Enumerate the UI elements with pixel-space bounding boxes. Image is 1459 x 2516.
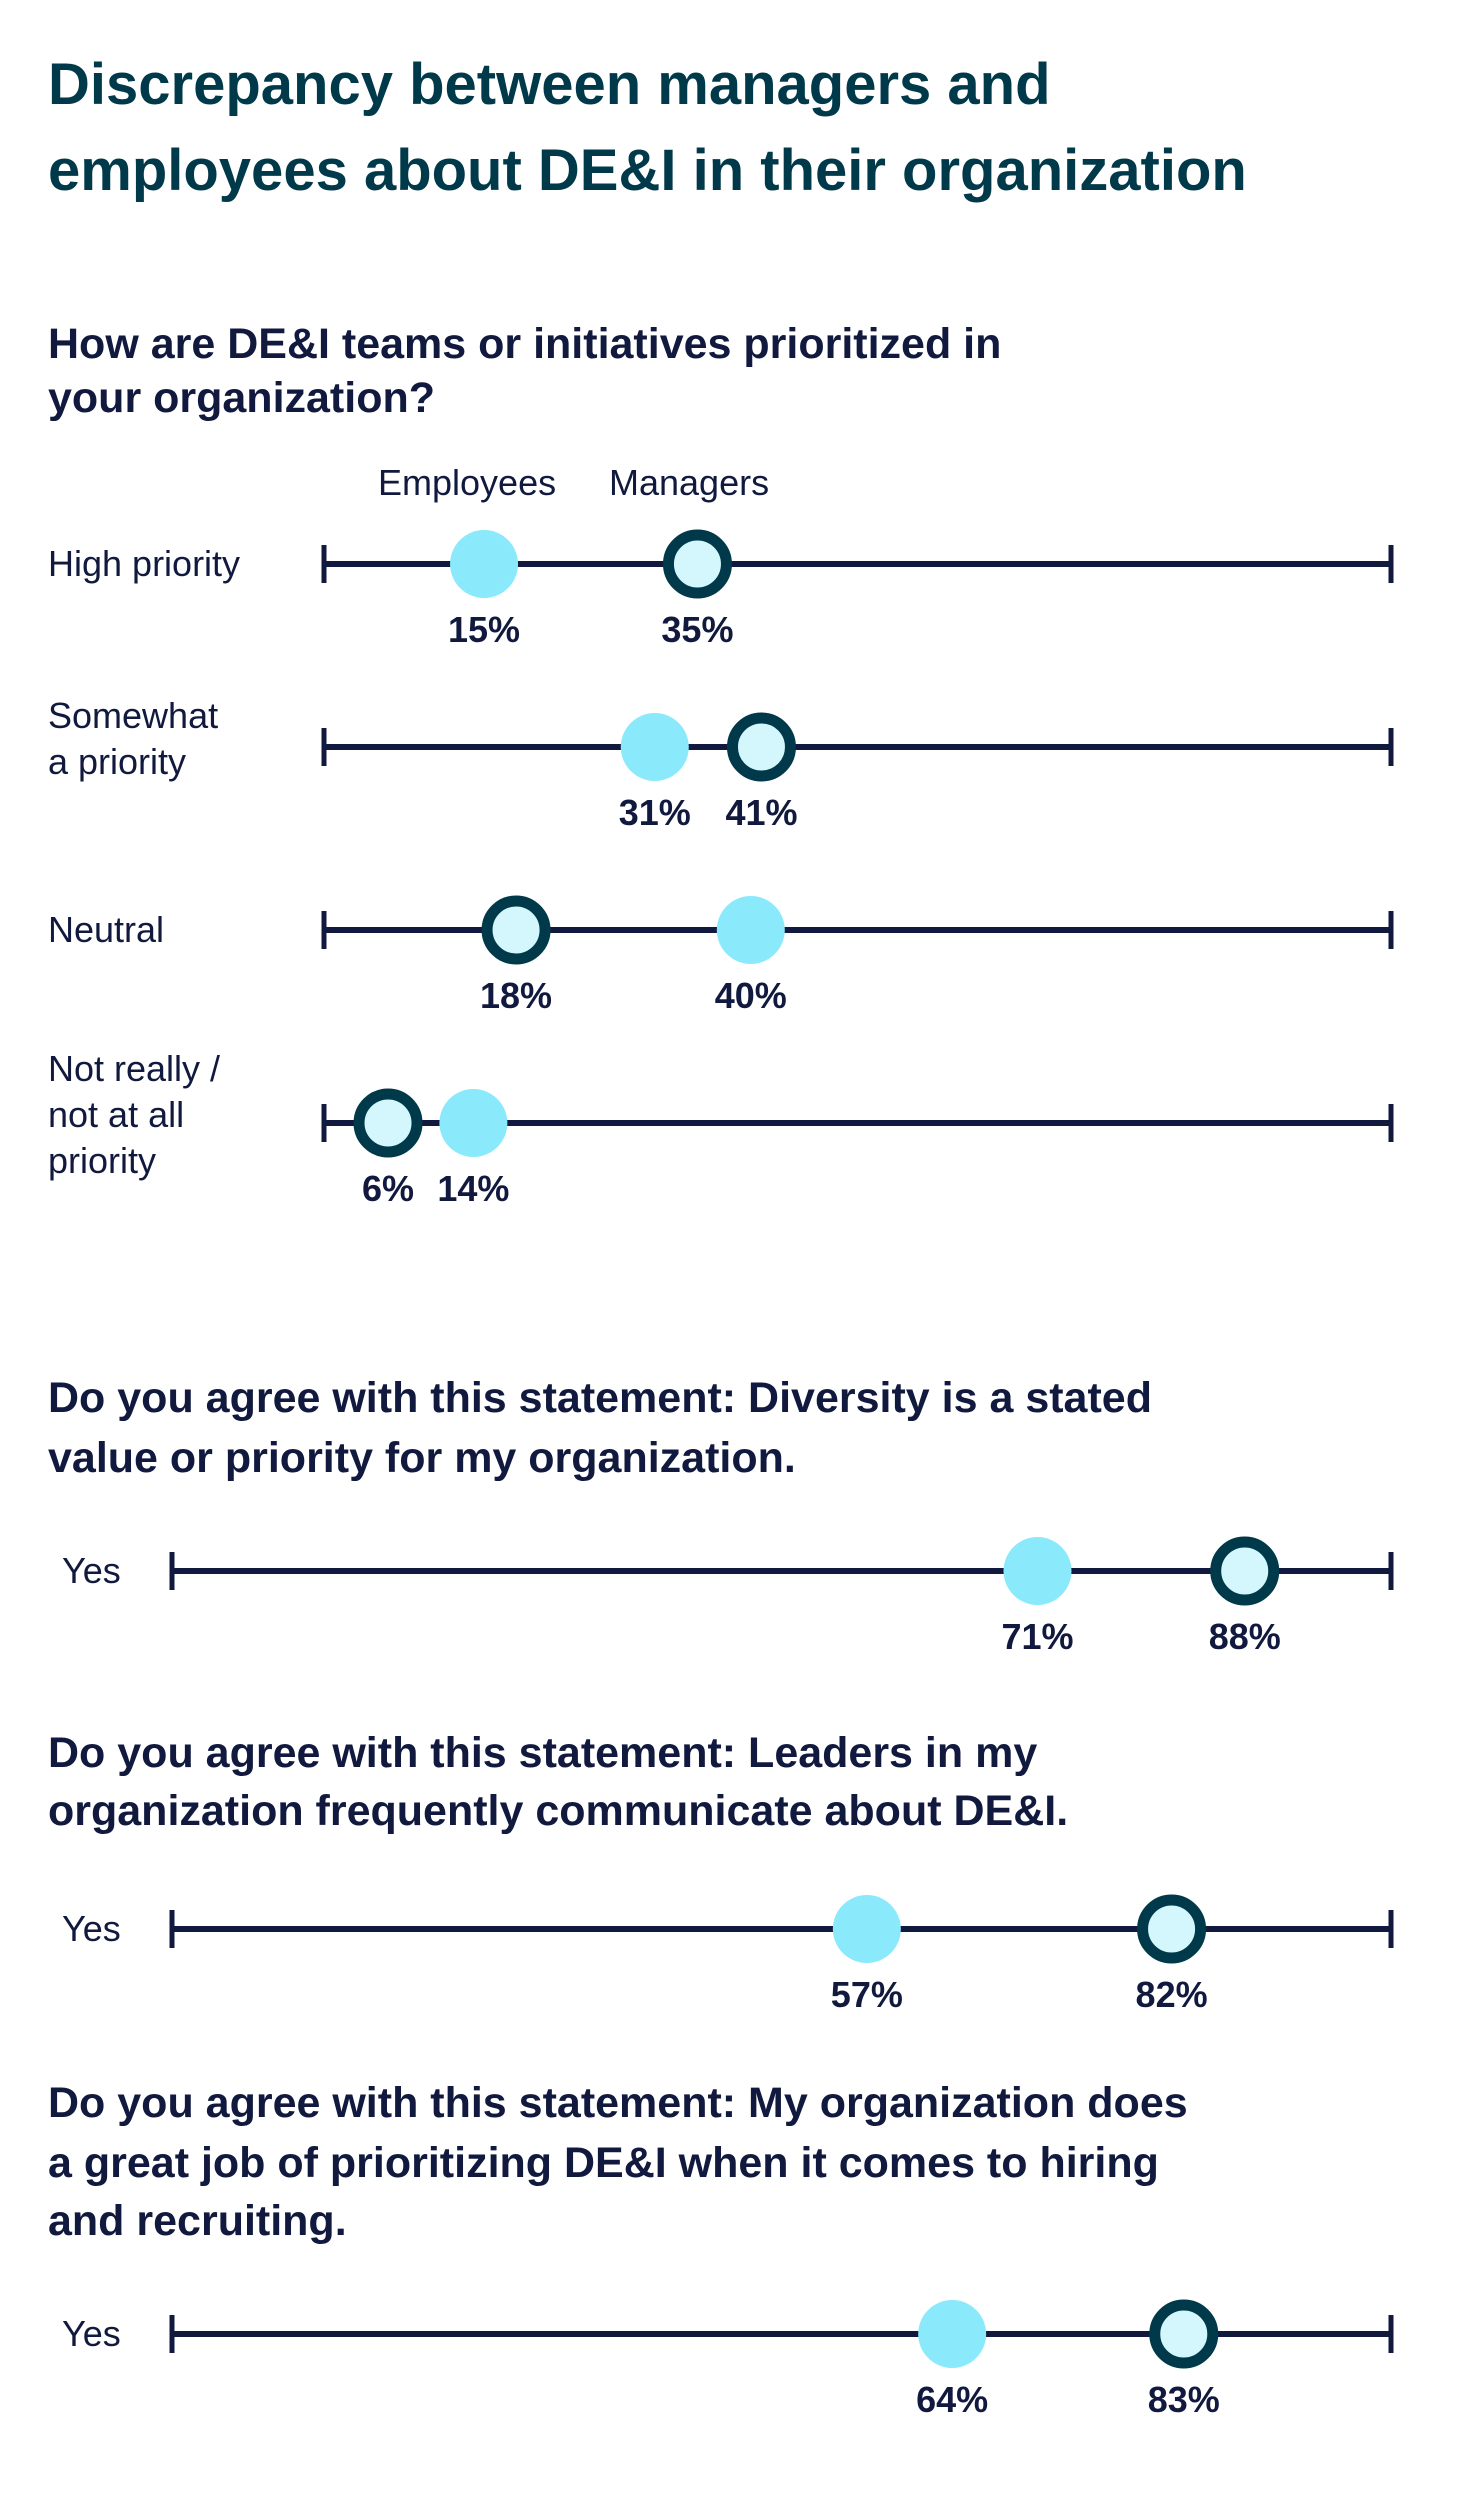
row-label-line: Yes <box>62 2313 121 2354</box>
row-label: Somewhat a priority <box>48 695 218 782</box>
row-label: Neutral <box>48 909 164 950</box>
question-text: How are DE&I teams or initiatives priori… <box>48 320 1001 422</box>
employees-dot <box>439 1089 508 1157</box>
managers-value-label: 88% <box>1209 1616 1281 1657</box>
row-label-line: Yes <box>62 1550 121 1591</box>
question-line: Do you agree with this statement: My org… <box>48 2079 1188 2127</box>
managers-dot <box>662 529 732 599</box>
question-line: a great job of prioritizing DE&I when it… <box>48 2139 1159 2187</box>
managers-dot <box>1210 1536 1280 1606</box>
row-label: Yes <box>62 1908 121 1949</box>
question-line: Do you agree with this statement: Divers… <box>48 1374 1152 1422</box>
managers-dot <box>353 1088 423 1158</box>
row-label: High priority <box>48 543 240 584</box>
employees-dot <box>620 713 689 781</box>
managers-value-label: 18% <box>480 975 552 1016</box>
employees-dot <box>832 1895 901 1963</box>
row-label-line: not at all <box>48 1094 184 1135</box>
legend-managers: Managers <box>609 462 769 503</box>
managers-dot <box>726 712 796 782</box>
row-label-line: priority <box>48 1140 156 1181</box>
managers-value-label: 41% <box>725 792 797 833</box>
employees-value-label: 71% <box>1001 1616 1073 1657</box>
row-label-line: Yes <box>62 1908 121 1949</box>
question-line: Do you agree with this statement: Leader… <box>48 1729 1037 1777</box>
managers-value-label: 83% <box>1148 2379 1220 2420</box>
row-label-line: Somewhat <box>48 695 218 736</box>
row-label: Not really / not at all priority <box>48 1048 220 1181</box>
question-line: organization frequently communicate abou… <box>48 1787 1068 1835</box>
managers-value-label: 6% <box>362 1168 414 1209</box>
chart-title-line: Discrepancy between managers and <box>48 52 1051 117</box>
question-text: Do you agree with this statement: Divers… <box>48 1374 1152 1482</box>
row-label-line: Not really / <box>48 1048 220 1089</box>
legend-employees: Employees <box>378 462 556 503</box>
question-line: and recruiting. <box>48 2197 347 2245</box>
chart-title-line: employees about DE&I in their organizati… <box>48 138 1247 203</box>
question-text: Do you agree with this statement: Leader… <box>48 1729 1068 1835</box>
employees-dot <box>1003 1537 1072 1605</box>
chart-title: Discrepancy between managers and employe… <box>48 52 1247 203</box>
managers-dot <box>1137 1894 1207 1964</box>
row-label: Yes <box>62 1550 121 1591</box>
row-label: Yes <box>62 2313 121 2354</box>
employees-value-label: 64% <box>916 2379 988 2420</box>
employees-dot <box>716 896 785 964</box>
question-text: Do you agree with this statement: My org… <box>48 2079 1188 2245</box>
question-line: How are DE&I teams or initiatives priori… <box>48 320 1001 368</box>
employees-value-label: 31% <box>619 792 691 833</box>
employees-dot <box>450 530 519 598</box>
managers-dot <box>1149 2299 1219 2369</box>
managers-value-label: 82% <box>1136 1974 1208 2015</box>
row-label-line: High priority <box>48 543 240 584</box>
question-line: your organization? <box>48 374 435 422</box>
employees-value-label: 40% <box>715 975 787 1016</box>
question-line: value or priority for my organization. <box>48 1434 796 1482</box>
employees-dot <box>918 2300 987 2368</box>
employees-value-label: 15% <box>448 609 520 650</box>
employees-value-label: 14% <box>437 1168 509 1209</box>
row-label-line: Neutral <box>48 909 164 950</box>
employees-value-label: 57% <box>831 1974 903 2015</box>
managers-dot <box>481 895 551 965</box>
row-label-line: a priority <box>48 741 186 782</box>
managers-value-label: 35% <box>661 609 733 650</box>
